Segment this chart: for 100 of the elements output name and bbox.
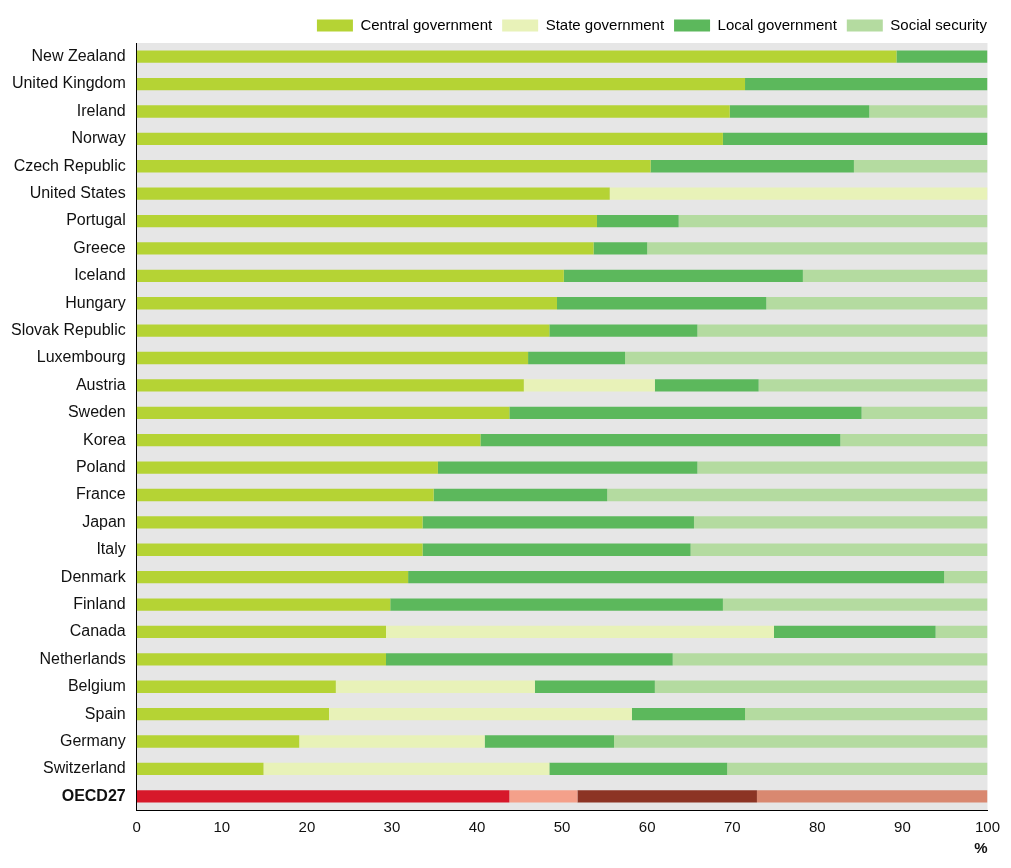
bar — [693, 516, 988, 529]
bar — [802, 269, 988, 282]
y-tick-label: Slovak Republic — [10, 321, 126, 339]
bar — [299, 735, 485, 748]
bar — [577, 790, 757, 803]
bar — [408, 571, 945, 584]
y-tick-label: Austria — [75, 375, 126, 393]
y-tick-label: Japan — [82, 512, 126, 530]
legend-label: Social security — [890, 15, 988, 33]
bar — [654, 379, 759, 392]
bar — [944, 571, 988, 584]
bar — [549, 324, 698, 337]
y-tick-label: Czech Republic — [13, 156, 126, 174]
bar — [690, 543, 988, 556]
x-tick-label: 10 — [213, 818, 231, 836]
bar — [437, 461, 698, 474]
x-tick-label: 20 — [298, 818, 316, 836]
bar — [593, 242, 648, 255]
bar — [869, 105, 988, 118]
bar — [722, 598, 988, 611]
x-tick-label: 40 — [468, 818, 486, 836]
x-tick-label: 100 — [974, 818, 1000, 836]
bar — [136, 269, 564, 282]
y-tick-label: Portugal — [66, 211, 126, 229]
y-tick-label: Korea — [83, 430, 126, 448]
y-tick-label: France — [75, 485, 126, 503]
bar — [136, 132, 723, 146]
bar — [678, 214, 988, 228]
bar — [136, 571, 409, 584]
y-tick-label: Greece — [73, 238, 126, 256]
bar — [896, 50, 988, 63]
bar — [136, 351, 529, 365]
bar — [609, 187, 988, 200]
y-tick-label: Spain — [84, 704, 126, 722]
y-tick-label: Sweden — [67, 403, 126, 421]
legend-label: Central government — [360, 15, 493, 33]
bar — [557, 297, 767, 310]
y-tick-label: Norway — [71, 129, 126, 147]
y-tick-label: Italy — [96, 540, 126, 558]
bar — [136, 160, 651, 173]
bar — [935, 625, 988, 639]
y-tick-label: New Zealand — [31, 47, 126, 65]
bar — [607, 488, 988, 502]
bar — [136, 50, 897, 63]
bar — [136, 324, 550, 337]
bar — [631, 707, 746, 721]
bar — [534, 680, 655, 693]
bar — [433, 488, 608, 502]
bar — [840, 434, 988, 447]
bar — [722, 132, 988, 146]
bar — [335, 680, 535, 693]
y-tick-label: Switzerland — [43, 759, 126, 777]
y-tick-label: Canada — [69, 622, 126, 640]
bar — [528, 351, 626, 365]
bar — [136, 187, 610, 200]
bar — [136, 406, 510, 419]
bar — [563, 269, 803, 282]
bar — [136, 680, 336, 693]
y-tick-label: Netherlands — [39, 649, 126, 667]
bar — [654, 680, 988, 693]
bar — [136, 242, 594, 255]
bar — [480, 434, 841, 447]
bar — [386, 625, 774, 639]
bar — [136, 735, 300, 748]
y-tick-label: United Kingdom — [11, 74, 126, 92]
bar — [729, 105, 870, 118]
bar — [136, 516, 423, 529]
bar — [136, 77, 746, 91]
y-tick-label: Luxembourg — [36, 348, 126, 366]
legend-label: Local government — [717, 15, 838, 33]
bar — [136, 434, 481, 447]
bar — [136, 488, 434, 502]
bar — [136, 543, 423, 556]
y-tick-label: Finland — [73, 594, 126, 612]
bar — [136, 214, 597, 228]
bar — [614, 735, 988, 748]
bar — [853, 160, 988, 173]
x-tick-label: 50 — [553, 818, 571, 836]
x-axis-title: % — [974, 839, 988, 857]
y-tick-label: United States — [29, 184, 126, 202]
bar — [390, 598, 723, 611]
bar — [727, 762, 988, 776]
bar — [523, 379, 655, 392]
bar — [672, 653, 988, 666]
bar — [136, 762, 264, 776]
bar — [596, 214, 679, 228]
y-tick-label: Germany — [59, 731, 126, 749]
bar — [136, 461, 438, 474]
bar — [745, 707, 988, 721]
bar — [625, 351, 988, 365]
bar — [136, 625, 386, 639]
bar — [650, 160, 854, 173]
bar — [422, 543, 691, 556]
bar — [756, 790, 988, 803]
bar — [697, 324, 988, 337]
bar — [697, 461, 988, 474]
bar — [329, 707, 632, 721]
bar — [745, 77, 988, 91]
legend-label: State government — [545, 15, 665, 33]
bar — [136, 707, 329, 721]
